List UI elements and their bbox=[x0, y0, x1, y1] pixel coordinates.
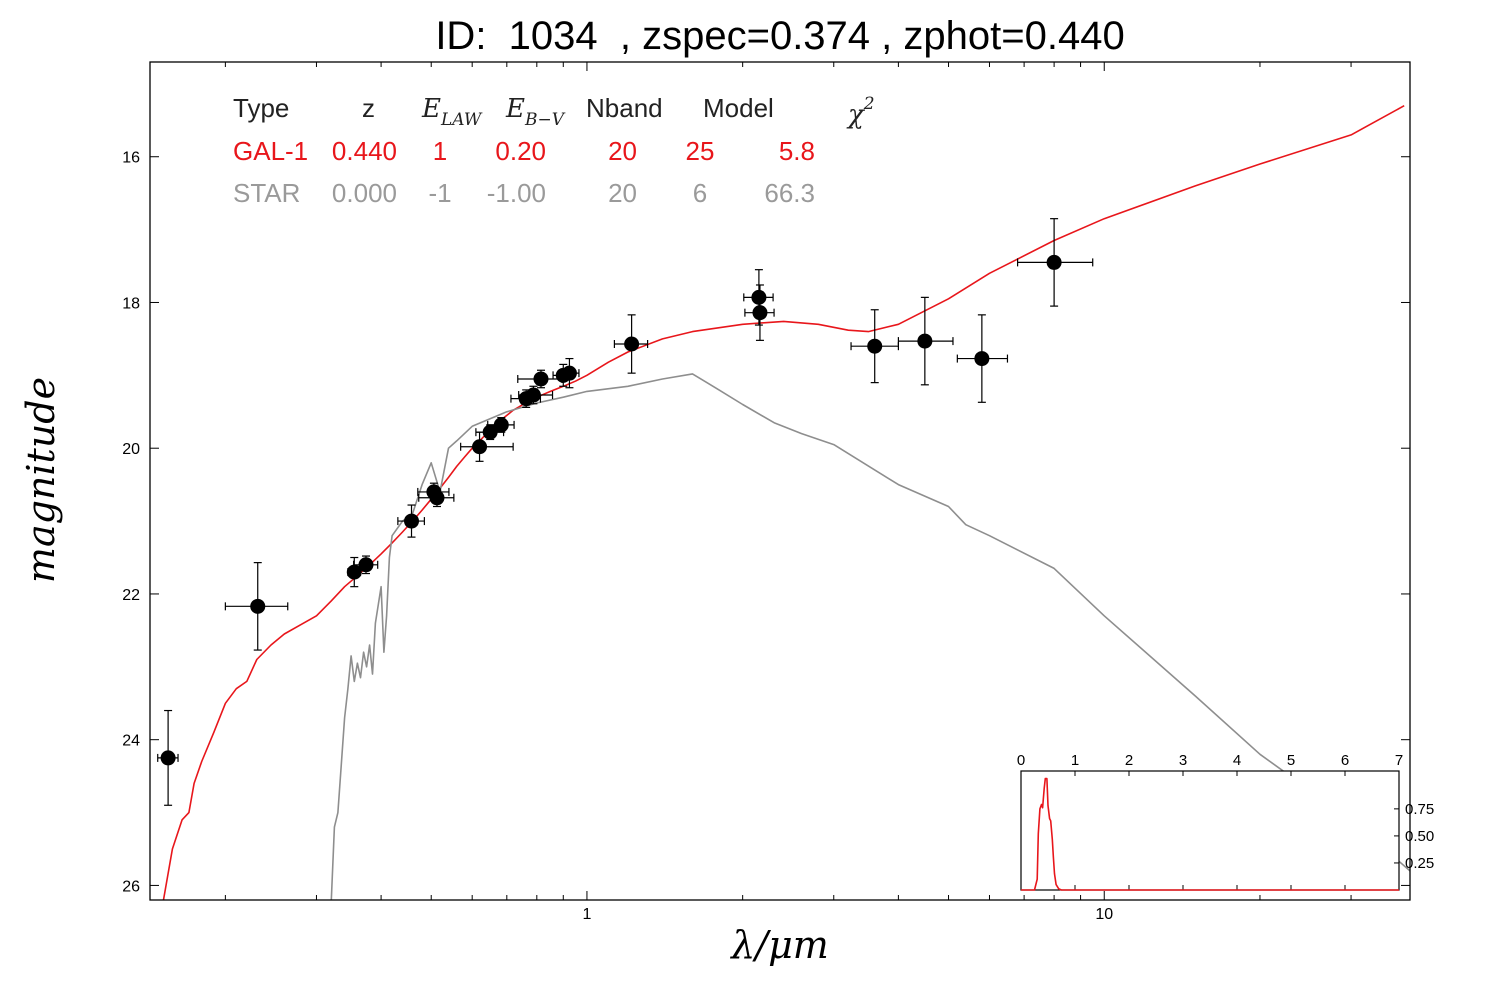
inset-pdf-line bbox=[1021, 777, 1399, 891]
inset-y-tick-label: 0.50 bbox=[1405, 828, 1434, 845]
inset-x-tick-label: 2 bbox=[1125, 752, 1133, 769]
data-point bbox=[613, 314, 649, 374]
data-point bbox=[850, 309, 899, 384]
data-point bbox=[1016, 218, 1094, 307]
data-marker bbox=[250, 598, 266, 614]
data-marker bbox=[160, 750, 176, 766]
cell-nband: 20 bbox=[608, 178, 637, 208]
data-marker bbox=[974, 351, 990, 367]
data-point bbox=[157, 709, 179, 806]
x-tick-label: 1 bbox=[582, 906, 591, 923]
inset-y-tick-label: 0.75 bbox=[1405, 801, 1434, 818]
data-point bbox=[418, 488, 455, 508]
data-marker bbox=[525, 387, 541, 403]
data-point bbox=[558, 357, 580, 389]
fit-results-table: Type z ELAW EB−V Nband Model χ2 GAL-1 0.440 1 0.20… bbox=[233, 93, 875, 208]
inset-background bbox=[1020, 770, 1400, 891]
data-point bbox=[346, 556, 362, 588]
x-axis-label: λ/μm bbox=[729, 923, 829, 967]
data-marker bbox=[358, 557, 374, 573]
data-marker bbox=[346, 564, 362, 580]
data-marker bbox=[867, 338, 883, 354]
cell-chi2: 66.3 bbox=[764, 178, 815, 208]
cell-model: 25 bbox=[686, 136, 715, 166]
table-header-elaw-sub: LAW bbox=[440, 110, 483, 130]
cell-nband: 20 bbox=[608, 136, 637, 166]
photometry-points bbox=[157, 218, 1094, 806]
y-tick-label: 18 bbox=[122, 295, 140, 312]
data-marker bbox=[482, 424, 498, 440]
cell-ebv: -1.00 bbox=[487, 178, 546, 208]
table-header-z: z bbox=[362, 93, 375, 123]
table-row: STAR 0.000 -1 -1.00 20 6 66.3 bbox=[233, 178, 815, 208]
inset-x-tick-label: 4 bbox=[1233, 752, 1241, 769]
cell-chi2: 5.8 bbox=[779, 136, 815, 166]
table-header-ebv-sub: B−V bbox=[524, 110, 566, 130]
table-row: GAL-1 0.440 1 0.20 20 25 5.8 bbox=[233, 136, 815, 166]
table-header-elaw: ELAW bbox=[421, 94, 483, 130]
table-header-type: Type bbox=[233, 93, 289, 123]
table-header-nband: Nband bbox=[586, 93, 663, 123]
data-point bbox=[517, 369, 563, 389]
data-marker bbox=[917, 333, 933, 349]
data-point bbox=[518, 385, 554, 405]
inset-x-tick-label: 0 bbox=[1017, 752, 1025, 769]
table-header-chi2: χ2 bbox=[846, 94, 875, 130]
data-marker bbox=[429, 490, 445, 506]
y-tick-label: 16 bbox=[122, 150, 140, 167]
inset-x-tick-label: 6 bbox=[1341, 752, 1349, 769]
cell-z: 0.440 bbox=[332, 136, 397, 166]
cell-type: STAR bbox=[233, 178, 300, 208]
photoz-pdf-inset: 0 1 2 3 4 5 6 7 0.25 0.50 0.75 bbox=[1017, 752, 1434, 891]
inset-x-tick-label: 3 bbox=[1179, 752, 1187, 769]
data-point bbox=[956, 314, 1009, 403]
cell-elaw: 1 bbox=[433, 136, 447, 166]
y-tick-label: 22 bbox=[122, 587, 140, 604]
cell-ebv: 0.20 bbox=[495, 136, 546, 166]
data-point bbox=[353, 555, 379, 575]
data-marker bbox=[404, 513, 420, 529]
page-title: ID: 1034 , zspec=0.374 , zphot=0.440 bbox=[435, 14, 1125, 58]
data-marker bbox=[624, 336, 640, 352]
y-tick-label: 26 bbox=[122, 878, 140, 895]
y-tick-label: 24 bbox=[122, 733, 140, 750]
data-marker bbox=[751, 289, 767, 305]
inset-x-tick-label: 1 bbox=[1071, 752, 1079, 769]
table-header-ebv: EB−V bbox=[505, 94, 566, 130]
cell-elaw: -1 bbox=[428, 178, 451, 208]
y-axis-label: magnitude bbox=[19, 377, 63, 583]
y-tick-label: 20 bbox=[122, 441, 140, 458]
inset-pdf-curve bbox=[1021, 777, 1399, 891]
data-point bbox=[897, 296, 954, 386]
data-marker bbox=[472, 439, 488, 455]
inset-x-tick-label: 5 bbox=[1287, 752, 1295, 769]
inset-axis-ticks: 0 1 2 3 4 5 6 7 0.25 0.50 0.75 bbox=[1017, 752, 1434, 890]
plot-frame bbox=[149, 61, 1411, 901]
cell-z: 0.000 bbox=[332, 178, 397, 208]
data-point bbox=[397, 504, 425, 538]
cell-type: GAL-1 bbox=[233, 136, 308, 166]
cell-model: 6 bbox=[693, 178, 707, 208]
data-marker bbox=[493, 417, 509, 433]
model-curve-star bbox=[330, 373, 1410, 900]
inset-y-tick-label: 0.25 bbox=[1405, 855, 1434, 872]
data-point bbox=[487, 417, 515, 433]
data-point bbox=[744, 284, 775, 341]
data-marker bbox=[533, 371, 549, 387]
data-point bbox=[224, 562, 289, 651]
table-header-model: Model bbox=[703, 93, 774, 123]
inset-x-tick-label: 7 bbox=[1395, 752, 1403, 769]
data-marker bbox=[752, 305, 768, 321]
data-marker bbox=[561, 365, 577, 381]
data-marker bbox=[1046, 254, 1062, 270]
x-tick-label: 10 bbox=[1095, 906, 1113, 923]
table-header-chi2-sup: 2 bbox=[863, 94, 875, 114]
